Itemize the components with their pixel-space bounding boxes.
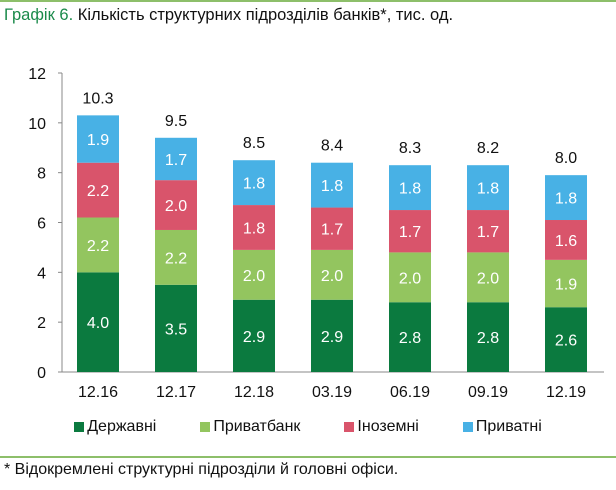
y-tick-label: 4 xyxy=(37,265,46,282)
data-label: 2.2 xyxy=(87,238,109,255)
legend-swatch xyxy=(344,422,355,432)
data-label: 2.2 xyxy=(87,183,109,200)
chart-title: Графік 6. Кількість структурних підрозді… xyxy=(4,6,453,25)
data-label: 2.8 xyxy=(399,330,421,347)
bar-segment xyxy=(77,115,119,163)
data-label: 3.5 xyxy=(165,321,187,338)
y-tick-label: 10 xyxy=(28,116,46,133)
data-label: 1.8 xyxy=(243,220,265,237)
legend-swatch xyxy=(462,422,473,432)
bottom-rule xyxy=(0,456,616,458)
bar-segment xyxy=(545,259,587,308)
bar-segment xyxy=(467,165,509,211)
legend-item: Іноземні xyxy=(344,418,419,436)
x-tick-label: 12.18 xyxy=(234,384,274,401)
data-label: 2.9 xyxy=(243,329,265,346)
data-label: 1.7 xyxy=(399,224,421,241)
bar-segment xyxy=(311,249,353,300)
bar-segment xyxy=(155,180,197,230)
legend-swatch xyxy=(200,422,211,432)
bar-segment xyxy=(311,299,353,372)
bar-segment xyxy=(77,217,119,273)
bar-segment xyxy=(77,162,119,218)
data-label: 2.8 xyxy=(477,330,499,347)
bar-segment xyxy=(389,210,431,253)
x-tick-label: 03.19 xyxy=(312,384,352,401)
bar-segment xyxy=(467,252,509,303)
x-tick-label: 06.19 xyxy=(390,384,430,401)
data-label: 2.9 xyxy=(321,329,343,346)
total-label: 8.2 xyxy=(477,140,499,157)
data-label: 2.0 xyxy=(321,268,343,285)
y-tick-label: 8 xyxy=(37,166,46,183)
y-tick-label: 0 xyxy=(37,365,46,382)
legend-label: Приватні xyxy=(475,418,542,435)
data-label: 1.8 xyxy=(555,191,577,208)
bar-segment xyxy=(233,160,275,206)
bar-segment xyxy=(467,210,509,253)
data-label: 1.7 xyxy=(321,222,343,239)
total-label: 9.5 xyxy=(165,113,187,130)
data-label: 1.8 xyxy=(243,176,265,193)
bar-segment xyxy=(389,165,431,211)
legend-item: Державні xyxy=(74,418,156,436)
top-rule xyxy=(0,0,616,2)
data-label: 2.0 xyxy=(165,198,187,215)
legend-label: Державні xyxy=(87,418,157,435)
bar-segment xyxy=(77,272,119,372)
bar-segment xyxy=(155,137,197,181)
data-label: 1.8 xyxy=(399,181,421,198)
data-label: 1.7 xyxy=(165,152,187,169)
bar-segment xyxy=(311,162,353,208)
x-tick-label: 12.17 xyxy=(156,384,196,401)
bar-segment xyxy=(233,249,275,300)
stacked-bar-chart: 0 2 4 6 8 10 12 4.0 2.2 2.2 1.9 10.3 12.16 3.5 2.2 2.0 1… xyxy=(28,66,604,401)
legend-item: Приватні xyxy=(462,418,542,436)
legend-item: Приватбанк xyxy=(200,418,300,436)
footnote: * Відокремлені структурні підрозділи й г… xyxy=(4,461,399,478)
y-tick-label: 6 xyxy=(37,216,46,233)
y-tick-label: 12 xyxy=(28,66,46,83)
bar-segment xyxy=(233,299,275,372)
data-label: 2.6 xyxy=(555,333,577,350)
bar-segment xyxy=(155,229,197,285)
chart-number: Графік 6. xyxy=(4,6,74,24)
data-label: 2.0 xyxy=(399,270,421,287)
bar-segment xyxy=(311,207,353,250)
legend-label: Приватбанк xyxy=(213,418,301,435)
data-label: 1.9 xyxy=(87,132,109,149)
bar-segment xyxy=(389,252,431,303)
total-label: 8.3 xyxy=(399,140,421,157)
data-label: 2.2 xyxy=(165,250,187,267)
bar-segment xyxy=(545,175,587,221)
data-label: 1.7 xyxy=(477,224,499,241)
data-label: 2.0 xyxy=(477,270,499,287)
bar-segment xyxy=(467,302,509,372)
legend-label: Іноземні xyxy=(357,418,419,435)
x-tick-label: 09.19 xyxy=(468,384,508,401)
total-label: 8.5 xyxy=(243,135,265,152)
x-tick-label: 12.16 xyxy=(78,384,118,401)
bar-segment xyxy=(545,220,587,260)
total-label: 8.0 xyxy=(555,150,577,167)
data-label: 2.0 xyxy=(243,268,265,285)
data-label: 4.0 xyxy=(87,315,109,332)
data-label: 1.6 xyxy=(555,233,577,250)
total-label: 8.4 xyxy=(321,138,343,155)
x-tick-label: 12.19 xyxy=(546,384,586,401)
legend: Державні Приватбанк Іноземні Приватні xyxy=(0,418,616,436)
legend-swatch xyxy=(74,422,85,432)
data-label: 1.9 xyxy=(555,277,577,294)
data-label: 1.8 xyxy=(477,181,499,198)
bar-segment xyxy=(233,205,275,250)
bar-segment xyxy=(389,302,431,372)
total-label: 10.3 xyxy=(82,90,113,107)
data-label: 1.8 xyxy=(321,178,343,195)
chart-title-text: Кількість структурних підрозділів банків… xyxy=(73,6,454,24)
bar-segment xyxy=(545,307,587,372)
bar-segment xyxy=(155,284,197,372)
y-tick-label: 2 xyxy=(37,315,46,332)
